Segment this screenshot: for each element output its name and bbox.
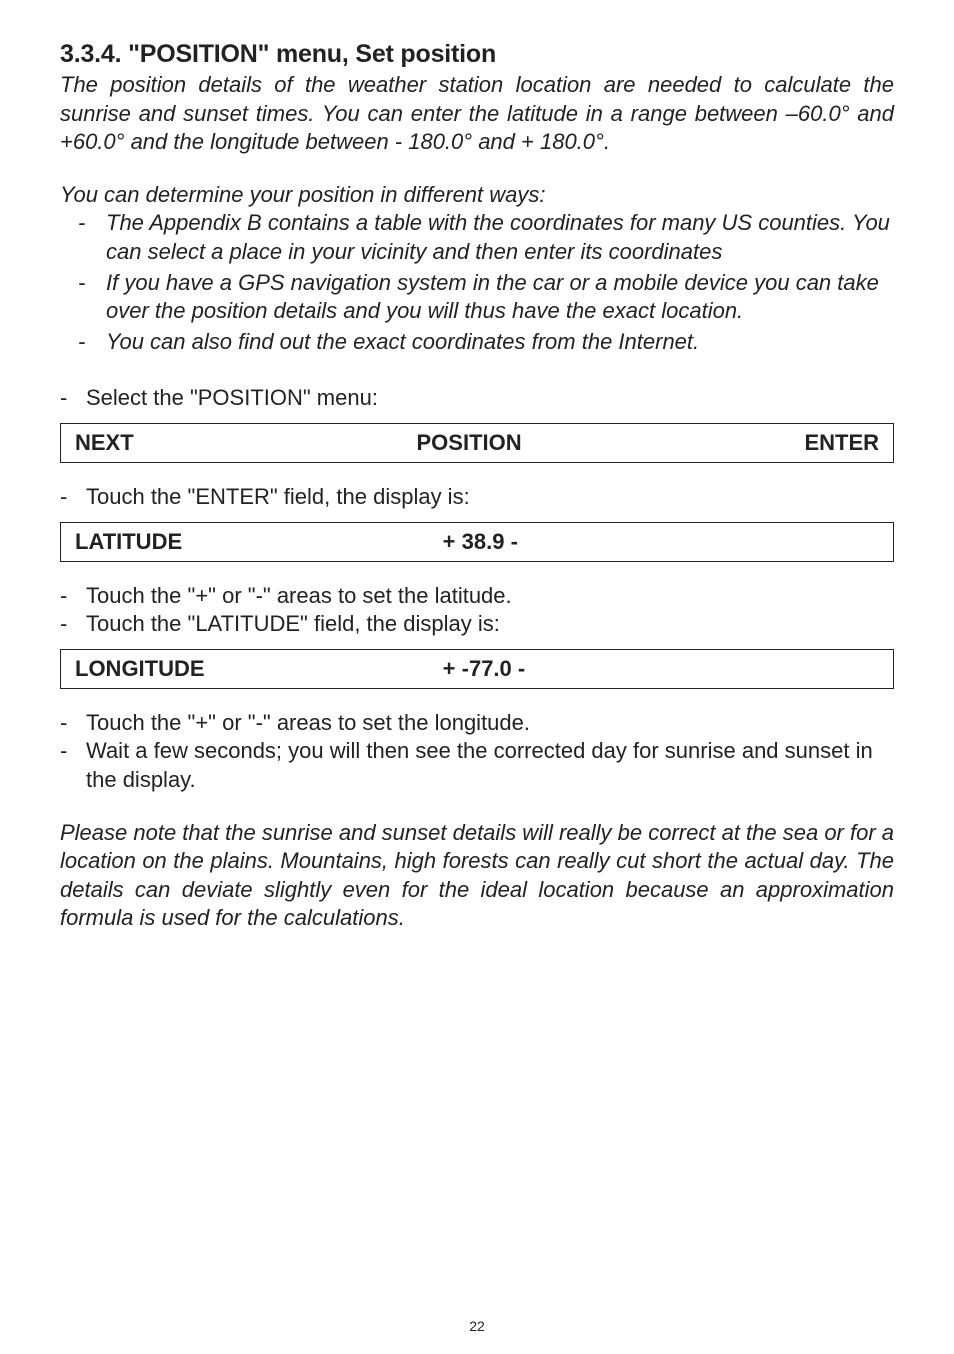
display-latitude-label: LATITUDE [75,529,413,555]
section-heading: 3.3.4. "POSITION" menu, Set position [60,40,894,69]
step-touch-enter: Touch the "ENTER" field, the display is: [60,483,894,512]
display-next-label: NEXT [75,430,134,456]
step-lat-plusminus: Touch the "+" or "-" areas to set the la… [60,582,894,611]
ways-item: You can also find out the exact coordina… [60,328,894,357]
ways-intro: You can determine your position in diffe… [60,181,894,210]
display-position-label: POSITION [134,430,805,456]
page-number: 22 [0,1318,954,1334]
display-longitude-value: + -77.0 - [413,656,879,682]
display-latitude-value: + 38.9 - [413,529,879,555]
step-lon-plusminus: Touch the "+" or "-" areas to set the lo… [60,709,894,738]
note-paragraph: Please note that the sunrise and sunset … [60,819,894,933]
display-box-latitude: LATITUDE + 38.9 - [60,522,894,562]
intro-paragraph: The position details of the weather stat… [60,71,894,157]
display-box-position: NEXT POSITION ENTER [60,423,894,463]
step-select-menu: Select the "POSITION" menu: [60,384,894,413]
step-touch-latitude: Touch the "LATITUDE" field, the display … [60,610,894,639]
ways-item: The Appendix B contains a table with the… [60,209,894,266]
display-longitude-label: LONGITUDE [75,656,413,682]
step-wait: Wait a few seconds; you will then see th… [60,737,894,794]
ways-item: If you have a GPS navigation system in t… [60,269,894,326]
display-box-longitude: LONGITUDE + -77.0 - [60,649,894,689]
display-enter-label: ENTER [804,430,879,456]
